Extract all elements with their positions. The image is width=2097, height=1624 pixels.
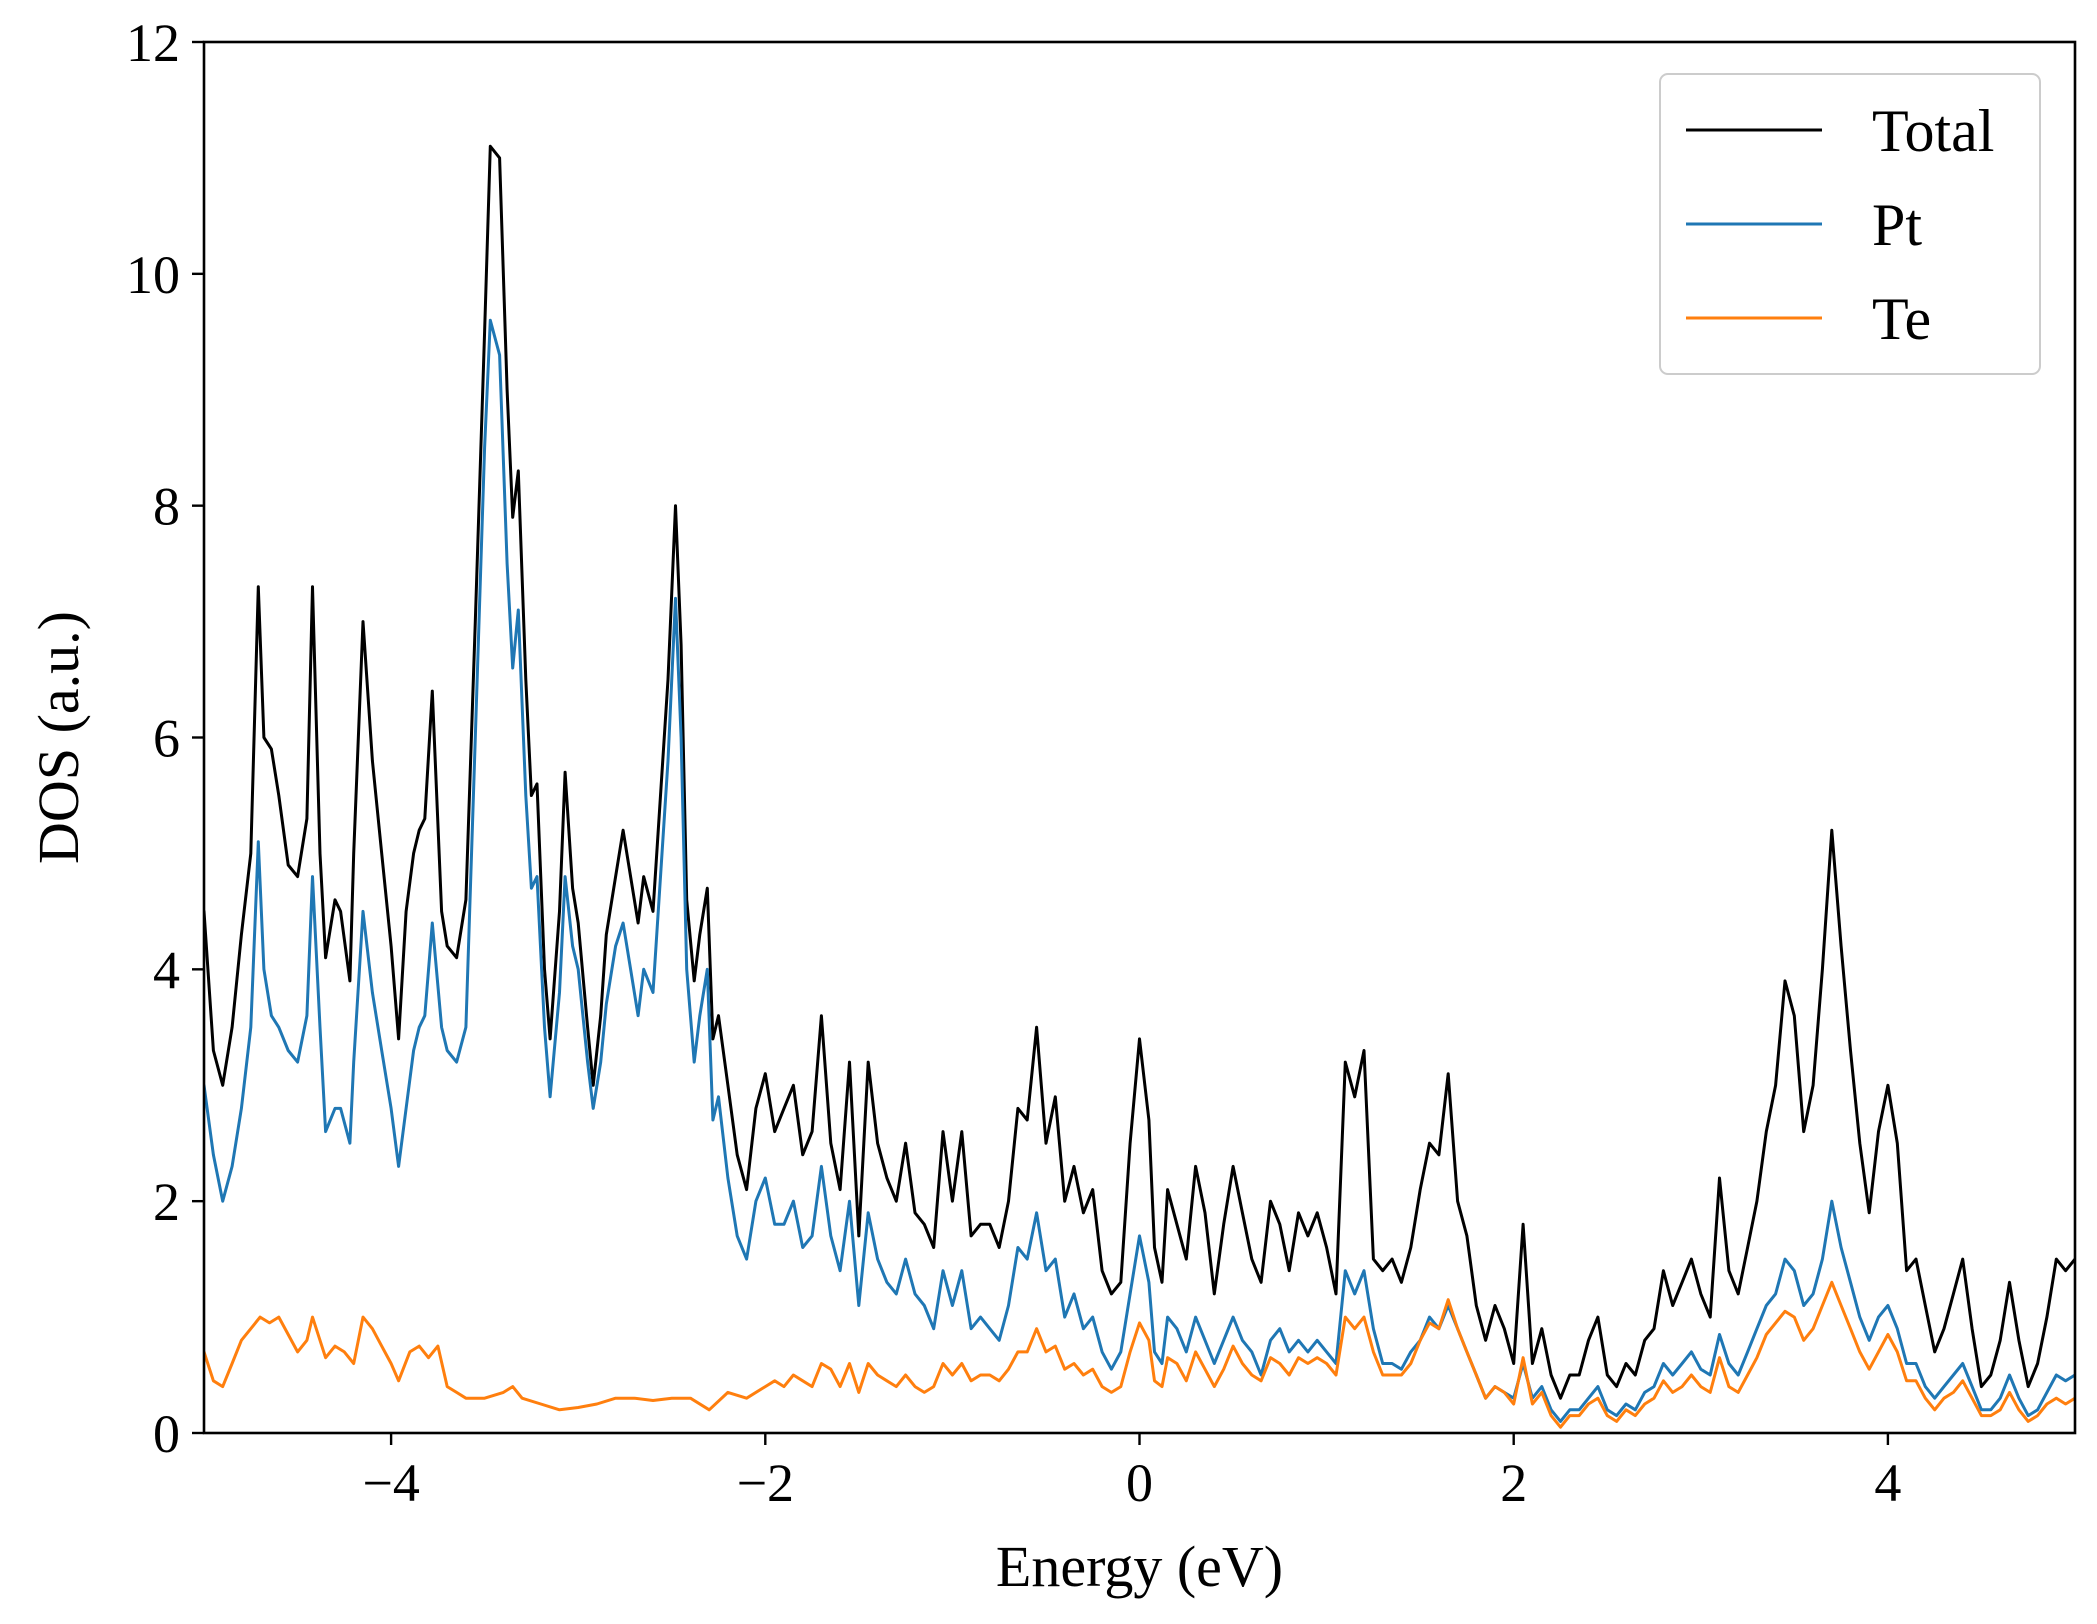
y-tick-label: 8 [153,477,180,537]
y-tick-label: 10 [126,245,180,305]
legend: Total Pt Te [1659,73,2041,375]
series-line-total [204,144,2075,1400]
x-axis-label: Energy (eV) [996,1534,1283,1599]
x-tick-label: 4 [1874,1453,1901,1513]
series-layer [204,144,2075,1429]
y-tick-label: 12 [126,13,180,73]
legend-label-total: Total [1872,98,1994,164]
y-axis: 0 2 4 6 8 10 12 [126,13,204,1464]
y-tick-label: 4 [153,940,180,1000]
y-axis-label: DOS (a.u.) [26,611,91,864]
y-tick-label: 0 [153,1404,180,1464]
y-tick-label: 2 [153,1172,180,1232]
x-tick-label: 2 [1500,1453,1527,1513]
y-tick-label: 6 [153,709,180,769]
legend-label-te: Te [1872,286,1931,352]
x-tick-label: 0 [1126,1453,1153,1513]
legend-label-pt: Pt [1872,192,1922,258]
series-line-pt [204,318,2075,1423]
x-tick-label: −4 [362,1453,419,1513]
legend-box [1659,73,2041,375]
series-line-te [204,1280,2075,1429]
x-tick-label: −2 [737,1453,794,1513]
x-axis: −4 −2 0 2 4 [362,1433,1901,1513]
